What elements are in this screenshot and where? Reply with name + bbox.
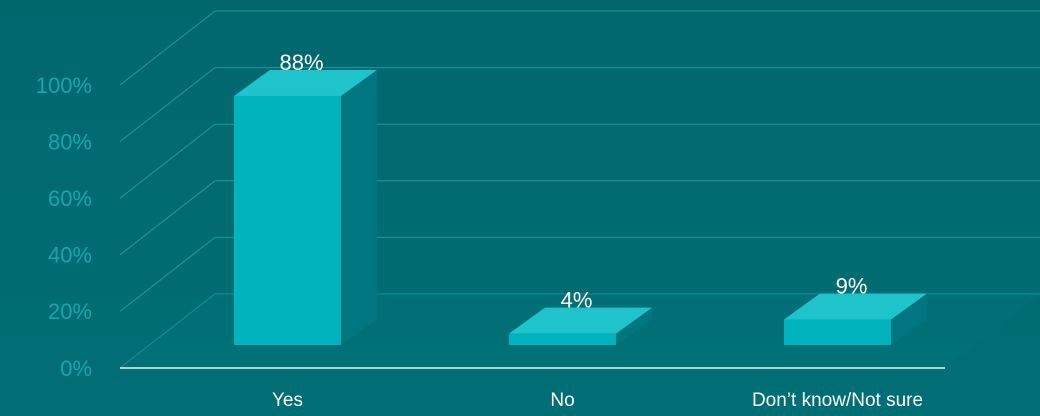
grid-line <box>119 237 216 312</box>
bar-top <box>509 307 652 334</box>
bar-side <box>341 69 377 346</box>
x-tick-label: Don’t know/Not sure <box>752 390 923 411</box>
bar <box>784 319 891 345</box>
bar-top <box>784 293 927 320</box>
grid-line <box>119 180 216 256</box>
y-tick-label: 60% <box>48 186 92 211</box>
x-tick-label: No <box>550 390 574 411</box>
y-tick-label: 100% <box>36 73 92 98</box>
x-tick-label: Yes <box>272 390 303 411</box>
y-tick-label: 40% <box>48 243 92 268</box>
bar-side <box>891 293 927 345</box>
y-tick-label: 0% <box>60 356 92 381</box>
grid-line <box>119 123 216 199</box>
y-tick-label: 80% <box>48 129 92 154</box>
value-label: 4% <box>561 287 593 312</box>
value-label: 88% <box>279 50 323 75</box>
bar-top <box>234 69 377 96</box>
bar <box>234 95 341 346</box>
grid-line <box>119 10 216 86</box>
value-label: 9% <box>836 273 868 298</box>
bar <box>509 333 616 345</box>
bar-side <box>616 307 652 345</box>
y-tick-label: 20% <box>48 299 92 324</box>
grid-line <box>119 67 216 142</box>
